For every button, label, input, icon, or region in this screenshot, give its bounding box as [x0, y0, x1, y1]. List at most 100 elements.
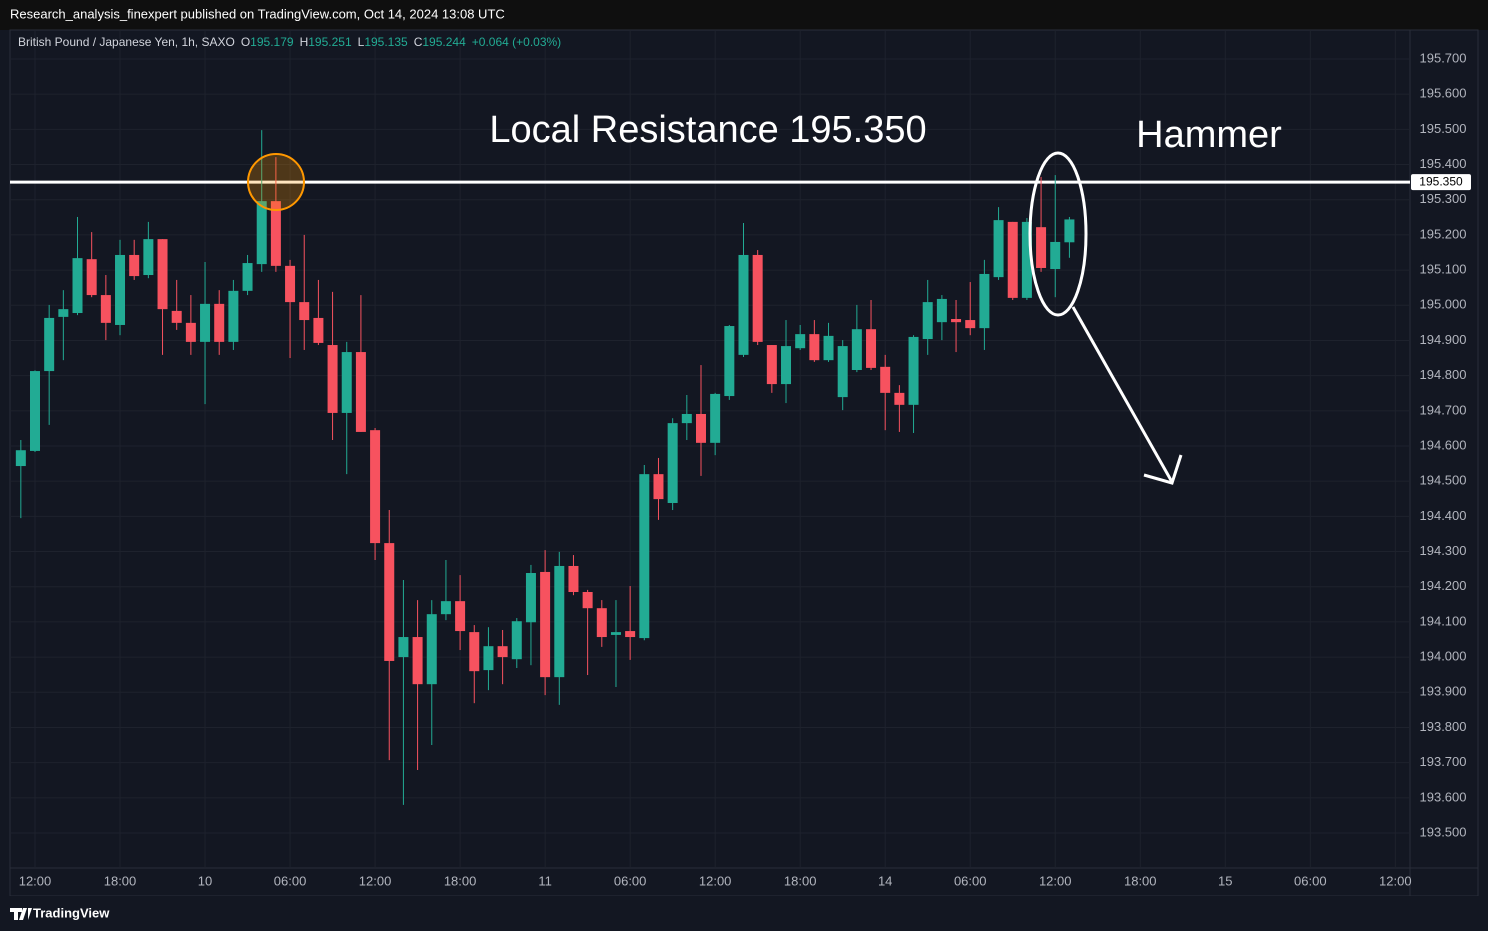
- pattern-label: Hammer: [1136, 114, 1282, 156]
- x-tick-label: 18:00: [104, 873, 137, 888]
- candle-body: [72, 258, 83, 314]
- candle-body: [695, 413, 706, 443]
- candle-body: [299, 302, 310, 321]
- candle-body: [100, 295, 111, 323]
- y-tick-label: 194.500: [1420, 473, 1467, 488]
- y-tick-label: 194.200: [1420, 578, 1467, 593]
- y-tick-label: 193.700: [1420, 754, 1467, 769]
- candle-body: [922, 302, 933, 340]
- legend-key: C: [414, 35, 423, 49]
- x-tick-label: 11: [538, 873, 552, 888]
- candle-body: [327, 345, 338, 413]
- candle-body: [965, 320, 976, 329]
- candle-body: [440, 601, 451, 615]
- candle-body: [993, 220, 1004, 278]
- legend-key: L: [358, 35, 365, 49]
- legend-key: O: [241, 35, 250, 49]
- x-tick-label: 06:00: [954, 873, 987, 888]
- candle-body: [568, 565, 579, 593]
- y-tick-label: 193.900: [1420, 684, 1467, 699]
- legend-key: H: [300, 35, 309, 49]
- price-line-label: 195.350: [1419, 174, 1463, 188]
- candle-body: [455, 601, 466, 632]
- candle-body: [370, 430, 381, 544]
- candle-body: [355, 352, 366, 432]
- legend-value: 195.135: [364, 35, 408, 49]
- y-tick-label: 194.300: [1420, 543, 1467, 558]
- candle-body: [285, 265, 296, 303]
- plot-frame: [9, 29, 1479, 897]
- candle-body: [880, 366, 891, 393]
- candle-body: [795, 334, 806, 349]
- candle-body: [752, 254, 763, 342]
- candle-body: [115, 254, 126, 325]
- x-tick-label: 10: [198, 873, 212, 888]
- x-tick-label: 14: [878, 873, 892, 888]
- x-tick-label: 18:00: [1124, 873, 1157, 888]
- candle-body: [228, 290, 239, 342]
- candle-body: [44, 317, 55, 372]
- y-tick-label: 195.600: [1420, 86, 1467, 101]
- candle-body: [710, 393, 721, 443]
- candle-body: [200, 303, 211, 342]
- candle-body: [596, 608, 607, 638]
- y-tick-label: 194.800: [1420, 367, 1467, 382]
- x-tick-label: 12:00: [1039, 873, 1072, 888]
- y-tick-label: 194.700: [1420, 402, 1467, 417]
- candle-body: [951, 318, 962, 323]
- symbol: British Pound / Japanese Yen, 1h, SAXO: [18, 35, 235, 49]
- candle-body: [781, 346, 792, 385]
- y-tick-label: 195.000: [1420, 297, 1467, 312]
- y-tick-label: 194.600: [1420, 437, 1467, 452]
- y-tick-label: 195.400: [1420, 156, 1467, 171]
- down-arrow: [1071, 306, 1183, 485]
- x-tick-label: 06:00: [1294, 873, 1327, 888]
- x-tick-label: 15: [1218, 873, 1232, 888]
- candle-body: [766, 345, 777, 385]
- legend-value: 195.251: [308, 35, 352, 49]
- y-tick-label: 193.800: [1420, 719, 1467, 734]
- footer: [0, 896, 1488, 931]
- x-tick-label: 12:00: [699, 873, 732, 888]
- y-tick-label: 193.500: [1420, 824, 1467, 839]
- resistance-label: Local Resistance 195.350: [489, 109, 926, 151]
- candle-body: [143, 239, 154, 276]
- y-tick-label: 195.100: [1420, 262, 1467, 277]
- brand: TradingView: [33, 905, 110, 920]
- candle-body: [171, 310, 182, 323]
- candle-body: [412, 637, 423, 685]
- legend-value: 195.179: [250, 35, 294, 49]
- candle-body: [313, 317, 324, 343]
- y-tick-label: 194.000: [1420, 649, 1467, 664]
- x-tick-label: 12:00: [19, 873, 52, 888]
- candle-body: [270, 201, 281, 266]
- logo: [10, 908, 32, 920]
- candle-body: [653, 474, 664, 500]
- candle-body: [610, 632, 621, 635]
- candle-body: [58, 309, 69, 317]
- candle-body: [398, 637, 409, 658]
- candle-body: [469, 632, 480, 672]
- candle-body: [936, 298, 947, 323]
- y-tick-label: 194.100: [1420, 613, 1467, 628]
- x-tick-label: 06:00: [274, 873, 307, 888]
- candle-body: [866, 329, 877, 368]
- candle-body: [724, 326, 735, 397]
- candle-body: [667, 423, 678, 503]
- candle-body: [511, 621, 522, 660]
- candle-body: [185, 322, 196, 342]
- candle-body: [582, 592, 593, 609]
- candle-body: [15, 450, 26, 467]
- published-by: Research_analysis_finexpert published on…: [10, 6, 505, 21]
- candle-body: [979, 273, 990, 329]
- candle-body: [86, 259, 97, 296]
- legend-value: 195.244: [422, 35, 466, 49]
- candle-body: [157, 239, 168, 310]
- candle-body: [894, 392, 905, 405]
- candle-body: [540, 571, 551, 678]
- x-tick-label: 18:00: [784, 873, 817, 888]
- legend-change: +0.064 (+0.03%): [472, 35, 561, 49]
- candle-body: [483, 646, 494, 671]
